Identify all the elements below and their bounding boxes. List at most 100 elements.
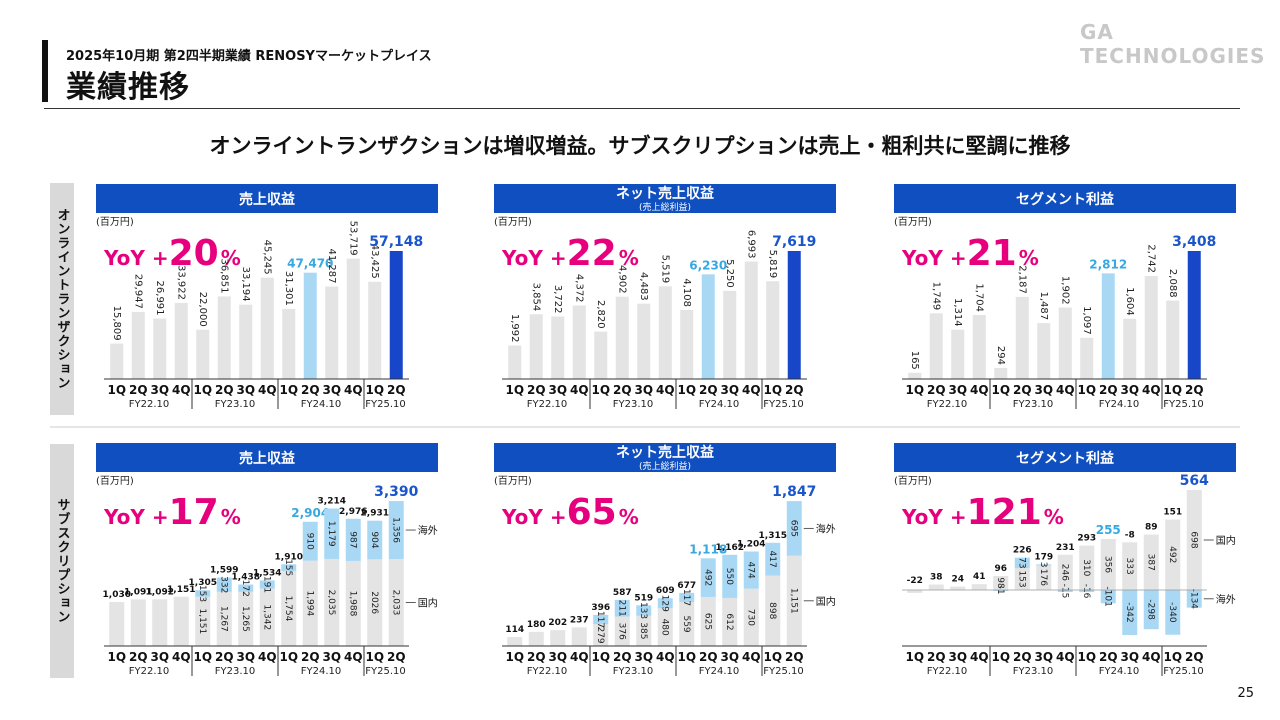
x-tick-label: 1Q [677, 383, 696, 397]
bar-value-label: 26,991 [154, 281, 165, 316]
bar [571, 627, 587, 646]
chart-title-bar [494, 443, 836, 472]
x-tick-label: 3Q [150, 383, 169, 397]
x-tick-label: 2Q [699, 383, 718, 397]
bar-value-label: 2,820 [595, 300, 606, 329]
bar-value-label: 36,851 [218, 258, 229, 293]
bar-segment-overseas [1079, 590, 1095, 593]
bar-segment-domestic [743, 588, 759, 646]
bar-segment-overseas [324, 508, 340, 559]
bar-segment-overseas [1165, 590, 1181, 635]
chart-title: ネット売上収益 [616, 444, 714, 461]
bar [508, 345, 522, 379]
chart-online-segment-profit: セグメント利益 (百万円) YoY +21 % 165 1,749 1,314 1,704 29… [894, 184, 1236, 410]
total-value-label: 231 [1056, 543, 1075, 553]
legend-label-overseas: 海外 [816, 522, 836, 535]
legend-label-domestic: 国内 [418, 597, 438, 610]
bar-value-label: 6,993 [745, 230, 756, 259]
total-value-label: 1,599 [210, 566, 238, 576]
total-value-label: 1,204 [737, 539, 765, 549]
legend-label-domestic: 国内 [816, 595, 836, 608]
bar [529, 314, 543, 379]
segment-value-label: 898 [767, 602, 777, 619]
bar-value-label: 15,809 [111, 306, 122, 341]
segment-value-label: 417 [767, 551, 777, 568]
total-value-label: 151 [1163, 508, 1182, 518]
bar [109, 601, 125, 646]
segment-value-label: -340 [1167, 602, 1177, 623]
segment-value-label: 129 [659, 595, 669, 612]
bar-segment-overseas [636, 605, 652, 616]
x-tick-label: 4Q [1142, 650, 1161, 664]
segment-value-label: 155 [283, 559, 293, 576]
total-value-label: 1,092 [146, 587, 174, 597]
x-tick-label: 2Q [785, 383, 804, 397]
segment-value-label: 1,994 [304, 590, 314, 616]
total-value-label: 1,305 [189, 578, 217, 588]
segment-value-label: 492 [1167, 546, 1177, 563]
fiscal-year-label: FY25.10 [1163, 666, 1204, 677]
segment-value-label: 910 [304, 533, 314, 550]
x-tick-label: 4Q [258, 650, 277, 664]
bar-value-label: 4,108 [681, 278, 692, 307]
total-value-label: 396 [591, 603, 610, 613]
segment-value-label: -16 [1081, 584, 1091, 599]
x-tick-label: 1Q [905, 650, 924, 664]
bar-segment-overseas [743, 551, 759, 589]
fiscal-year-label: FY22.10 [927, 399, 968, 410]
row-label-text: オンライントランザクション [54, 208, 70, 390]
bar-value-label: 1,704 [973, 283, 984, 312]
x-tick-label: 2Q [129, 650, 148, 664]
x-tick-label: 1Q [505, 650, 524, 664]
bar-value-label: 53,719 [347, 221, 358, 256]
x-tick-label: 1Q [991, 383, 1010, 397]
x-tick-label: 2Q [927, 383, 946, 397]
total-value-label: 1,910 [275, 552, 303, 562]
total-value-label: 202 [548, 618, 567, 628]
bar [928, 584, 944, 590]
bar-segment-overseas [679, 592, 695, 603]
x-tick-label: 2Q [1099, 650, 1118, 664]
chart-subtitle: (売上総利益) [639, 460, 691, 472]
segment-value-label: 1,179 [326, 521, 336, 547]
segment-value-label: 2026 [369, 591, 379, 614]
segment-value-label: -298 [1145, 599, 1155, 620]
x-tick-label: 4Q [656, 383, 675, 397]
segment-value-label: 2,033 [390, 590, 400, 616]
total-value-label: 38 [930, 573, 943, 583]
bar-segment-domestic [679, 602, 695, 646]
bar [110, 343, 124, 379]
total-value-label: 24 [951, 575, 964, 585]
bar [130, 599, 146, 646]
bar-value-label: 294 [995, 346, 1006, 365]
bar-segment-overseas [216, 577, 232, 592]
chart-title: セグメント利益 [1016, 191, 1114, 208]
x-tick-label: 1Q [279, 383, 298, 397]
fiscal-year-label: FY22.10 [129, 399, 170, 410]
bar-value-label: 2,742 [1145, 244, 1156, 273]
segment-value-label: 1,267 [218, 606, 228, 632]
bar-segment-domestic [786, 555, 802, 646]
total-value-label: 2,976 [339, 507, 367, 517]
segment-value-label: 730 [745, 609, 755, 626]
bar-segment-domestic [765, 575, 781, 646]
bar-segment-overseas [1100, 590, 1116, 604]
bar-segment-domestic [1100, 538, 1116, 590]
segment-value-label: 1,151 [197, 609, 207, 635]
segment-value-label: 559 [681, 615, 691, 632]
x-tick-label: 4Q [742, 650, 761, 664]
bar-value-label: 43,425 [369, 244, 380, 279]
page-title: 業績推移 [66, 70, 190, 105]
bar-segment-domestic [324, 558, 340, 646]
x-tick-label: 2Q [387, 650, 406, 664]
bar [594, 331, 608, 379]
bar [368, 281, 382, 379]
bar-segment-domestic [345, 560, 361, 646]
segment-value-label: 1,342 [261, 604, 271, 630]
bar-segment-domestic [367, 559, 383, 646]
x-tick-label: 2Q [215, 650, 234, 664]
segment-value-label: 1,754 [283, 596, 293, 622]
x-tick-label: 1Q [365, 383, 384, 397]
bar [550, 630, 566, 646]
bar-segment-overseas [388, 501, 404, 560]
